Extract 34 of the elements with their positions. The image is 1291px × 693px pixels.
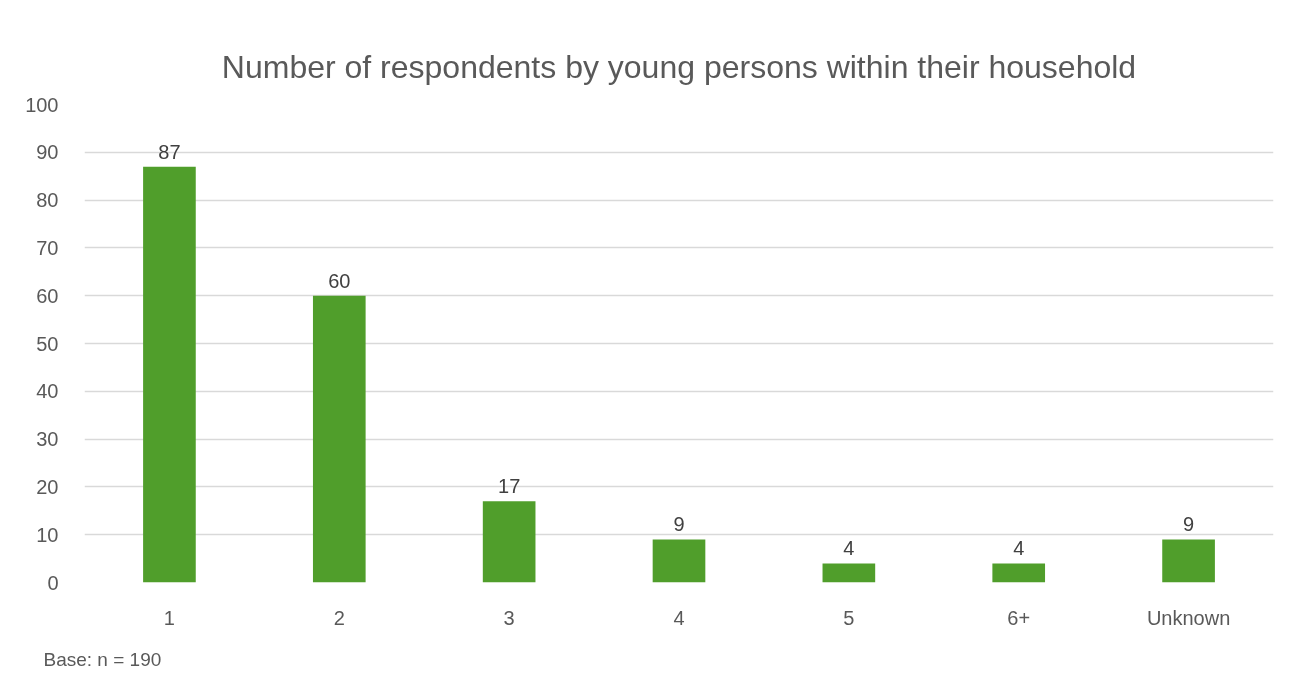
data-label: 9 (1183, 513, 1195, 536)
text: Base: n = 190 (43, 648, 162, 670)
x-tick-label: Unknown (1146, 606, 1231, 629)
data-label: 87 (158, 140, 181, 163)
y-tick-label: 100 (25, 93, 59, 116)
y-tick-label: 90 (36, 141, 59, 164)
bar (312, 295, 366, 583)
bar (652, 539, 706, 583)
data-label: 17 (498, 475, 521, 498)
x-tick-label: 3 (503, 606, 515, 629)
bar (992, 563, 1046, 583)
bar (1162, 539, 1215, 583)
data-label: 4 (843, 537, 855, 560)
y-tick-label: 10 (36, 523, 59, 546)
y-tick-label: 80 (36, 189, 59, 212)
x-tick-label: 2 (333, 606, 345, 629)
y-tick-label: 20 (36, 475, 59, 498)
y-tick-label: 0 (47, 571, 59, 594)
bar (143, 166, 196, 583)
data-label: 4 (1013, 537, 1025, 560)
bar (482, 501, 536, 583)
y-tick-label: 60 (36, 284, 59, 307)
x-tick-label: 4 (673, 606, 685, 629)
chart-title: Number of respondents by young persons within their household (221, 48, 1137, 85)
bar (822, 563, 876, 583)
y-tick-label: 40 (36, 380, 59, 403)
x-tick-label: 1 (163, 606, 175, 629)
x-tick-label: 6+ (1007, 606, 1031, 629)
data-label: 9 (673, 513, 685, 536)
data-label: 60 (328, 269, 351, 292)
y-tick-label: 30 (36, 428, 59, 451)
x-tick-label: 5 (843, 606, 855, 629)
y-tick-label: 50 (36, 332, 59, 355)
y-tick-label: 70 (36, 236, 59, 259)
